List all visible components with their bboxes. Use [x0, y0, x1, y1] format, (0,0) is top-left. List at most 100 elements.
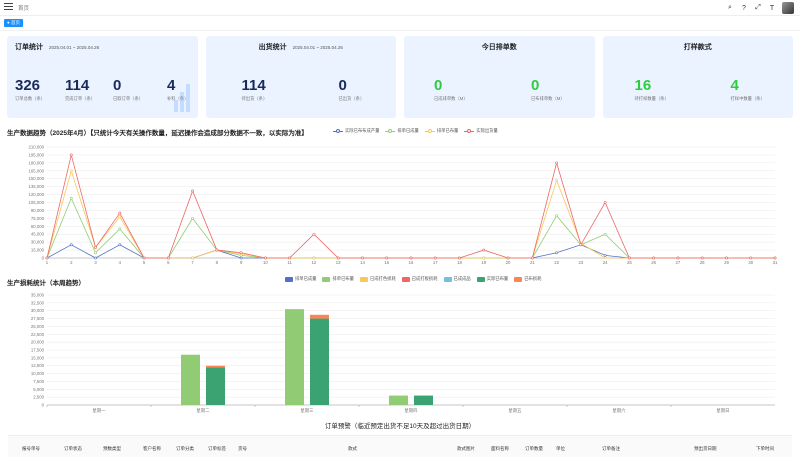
bar[interactable]: [285, 309, 304, 405]
stat-value: 0: [434, 77, 443, 94]
data-point[interactable]: [676, 256, 680, 260]
data-point[interactable]: [118, 243, 122, 247]
data-point[interactable]: [336, 256, 340, 260]
data-point[interactable]: [579, 243, 583, 247]
table-header-cell[interactable]: 预数类型: [103, 446, 121, 451]
data-point[interactable]: [118, 227, 122, 231]
data-point[interactable]: [118, 215, 122, 219]
data-point[interactable]: [773, 256, 777, 260]
data-point[interactable]: [166, 256, 170, 260]
table-header-cell[interactable]: 订单数量: [525, 446, 543, 451]
data-point[interactable]: [603, 232, 607, 236]
data-point[interactable]: [69, 243, 73, 247]
data-point[interactable]: [191, 256, 195, 260]
data-point[interactable]: [555, 251, 559, 255]
data-point[interactable]: [312, 232, 316, 236]
bar[interactable]: [310, 318, 329, 405]
data-point[interactable]: [312, 256, 316, 260]
data-point[interactable]: [603, 201, 607, 204]
data-point[interactable]: [530, 256, 534, 260]
bar[interactable]: [389, 395, 408, 405]
search-icon[interactable]: ⌕: [728, 4, 732, 11]
legend-item[interactable]: 实际已布布成产量: [333, 128, 379, 134]
font-size-icon[interactable]: T: [769, 4, 775, 12]
legend-item[interactable]: 排单已成量: [385, 128, 419, 134]
table-header-cell[interactable]: 面料名称: [491, 446, 509, 451]
breadcrumb[interactable]: 首页: [18, 6, 30, 12]
table-header-cell[interactable]: 单位: [556, 446, 565, 451]
help-icon[interactable]: ?: [742, 4, 746, 12]
legend-item[interactable]: 已成打板损耗: [401, 276, 438, 282]
data-point[interactable]: [69, 169, 73, 173]
data-point[interactable]: [482, 248, 486, 252]
table-header-cell[interactable]: 订单分类: [176, 446, 194, 451]
data-point[interactable]: [361, 256, 364, 260]
data-point[interactable]: [603, 253, 607, 257]
data-point[interactable]: [94, 246, 97, 249]
data-point[interactable]: [555, 178, 559, 182]
data-point[interactable]: [409, 256, 413, 260]
data-point[interactable]: [603, 256, 607, 260]
bar[interactable]: [310, 314, 329, 319]
bar[interactable]: [206, 367, 225, 405]
menu-toggle-icon[interactable]: [4, 3, 13, 12]
data-point[interactable]: [458, 256, 461, 260]
data-point[interactable]: [700, 256, 704, 260]
data-point[interactable]: [45, 256, 49, 260]
stat-value: 114: [241, 77, 266, 94]
legend-label: 排单已布量: [436, 128, 459, 133]
table-header-cell[interactable]: 订单状态: [64, 446, 82, 451]
bar[interactable]: [181, 354, 200, 405]
data-point[interactable]: [725, 256, 728, 260]
card-date: 2025.04.01 ~ 2025.04.26: [292, 45, 343, 50]
data-point[interactable]: [555, 214, 559, 218]
data-point[interactable]: [433, 256, 437, 260]
data-point[interactable]: [239, 251, 243, 255]
data-point[interactable]: [555, 161, 559, 165]
legend-item[interactable]: 排单已布量: [424, 128, 459, 134]
legend-item[interactable]: 已成成品: [443, 276, 471, 282]
x-tick-label: 10: [263, 260, 268, 265]
data-point[interactable]: [118, 211, 122, 215]
table-header-cell[interactable]: 货号: [238, 446, 247, 451]
data-point[interactable]: [94, 256, 97, 260]
table-header-cell[interactable]: 预出货日期: [694, 446, 717, 451]
fullscreen-icon[interactable]: ⤢: [755, 4, 761, 11]
table-header-cell[interactable]: 下单时间: [756, 446, 774, 451]
data-point[interactable]: [94, 251, 97, 255]
stat-value: 0: [113, 77, 122, 94]
table-header-cell[interactable]: 订单标签: [208, 446, 226, 451]
data-point[interactable]: [749, 256, 753, 260]
data-point[interactable]: [288, 256, 292, 260]
data-point[interactable]: [142, 256, 146, 260]
data-point[interactable]: [239, 256, 243, 260]
y-tick-label: 180,000: [28, 160, 44, 165]
data-point[interactable]: [628, 256, 631, 260]
table-header-cell[interactable]: 客户名称: [143, 446, 161, 451]
table-header-cell[interactable]: 款式: [348, 446, 357, 451]
table-header-cell[interactable]: 报号单号: [22, 446, 40, 451]
legend-item[interactable]: 已布损耗: [514, 276, 541, 282]
data-point[interactable]: [482, 256, 486, 260]
data-point[interactable]: [69, 196, 73, 200]
y-tick-label: 135,000: [28, 184, 44, 189]
tab-home[interactable]: ● 首页: [4, 19, 23, 27]
data-point[interactable]: [506, 256, 510, 260]
data-point[interactable]: [263, 256, 267, 260]
table-header-cell[interactable]: 款式图片: [457, 446, 475, 451]
data-point[interactable]: [69, 153, 73, 157]
avatar[interactable]: [782, 2, 794, 14]
legend-item[interactable]: 排单已布量: [322, 276, 354, 282]
table-header-cell[interactable]: 订单备注: [602, 446, 620, 451]
legend-item[interactable]: 实际已布量: [476, 276, 508, 282]
data-point[interactable]: [385, 256, 389, 260]
data-point[interactable]: [652, 256, 656, 260]
bar[interactable]: [414, 395, 433, 405]
legend-item[interactable]: 已成打色损耗: [359, 276, 396, 282]
bar[interactable]: [206, 365, 225, 368]
legend-item[interactable]: 实际出货量: [464, 128, 498, 134]
data-point[interactable]: [191, 189, 195, 193]
data-point[interactable]: [215, 248, 219, 252]
legend-item[interactable]: 排单已成量: [285, 276, 316, 282]
data-point[interactable]: [191, 216, 195, 220]
